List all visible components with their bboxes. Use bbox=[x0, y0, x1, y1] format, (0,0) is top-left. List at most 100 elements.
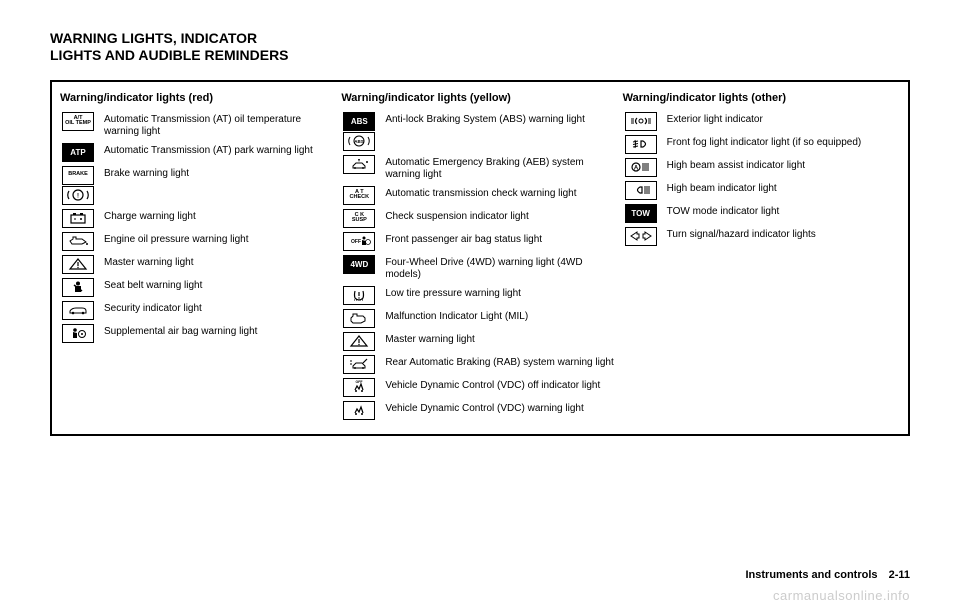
indicator-icon-cell bbox=[341, 401, 377, 420]
svg-text:OFF: OFF bbox=[356, 380, 364, 384]
indicator-row: ATP Automatic Transmission (AT) park warn… bbox=[60, 143, 337, 162]
column-yellow: Warning/indicator lights (yellow) ABSABS… bbox=[341, 92, 618, 424]
indicator-icon: ! bbox=[62, 186, 94, 205]
indicator-label: Automatic transmission check warning lig… bbox=[385, 186, 576, 201]
indicator-row: Rear Automatic Braking (RAB) system warn… bbox=[341, 355, 618, 374]
indicator-icon-cell: OFF bbox=[341, 378, 377, 397]
indicator-row: A TCHECK Automatic transmission check war… bbox=[341, 186, 618, 205]
indicator-icon bbox=[625, 112, 657, 131]
indicator-label: Low tire pressure warning light bbox=[385, 286, 521, 301]
indicator-icon-cell bbox=[341, 355, 377, 374]
indicator-icon-cell: A/TOIL TEMP bbox=[60, 112, 96, 131]
indicator-label: Master warning light bbox=[104, 255, 193, 270]
svg-text:OFF: OFF bbox=[351, 239, 361, 245]
indicator-row: Seat belt warning light bbox=[60, 278, 337, 297]
indicator-icon-cell bbox=[341, 309, 377, 328]
indicator-icon: ABS bbox=[343, 112, 375, 131]
indicator-label: Automatic Transmission (AT) oil temperat… bbox=[104, 112, 337, 139]
column-red: Warning/indicator lights (red) A/TOIL TE… bbox=[60, 92, 337, 424]
indicator-label: TOW mode indicator light bbox=[667, 204, 780, 219]
indicator-icon bbox=[343, 355, 375, 374]
indicator-icon: ABS bbox=[343, 132, 375, 151]
indicator-icon-cell bbox=[623, 135, 659, 154]
indicator-icon bbox=[62, 278, 94, 297]
indicator-icon bbox=[62, 324, 94, 343]
indicator-label: High beam indicator light bbox=[667, 181, 777, 196]
indicator-icon bbox=[62, 301, 94, 320]
page-footer: Instruments and controls 2-11 bbox=[745, 569, 910, 581]
indicator-label: Supplemental air bag warning light bbox=[104, 324, 257, 339]
indicator-row: Engine oil pressure warning light bbox=[60, 232, 337, 251]
indicator-row: Exterior light indicator bbox=[623, 112, 900, 131]
indicator-label: Brake warning light bbox=[104, 166, 189, 181]
indicator-icon bbox=[343, 332, 375, 351]
indicator-icon: C KSUSP bbox=[343, 209, 375, 228]
indicator-row: TOW TOW mode indicator light bbox=[623, 204, 900, 223]
svg-text:A: A bbox=[633, 166, 638, 172]
column-other: Warning/indicator lights (other) Exterio… bbox=[623, 92, 900, 424]
indicator-row: C KSUSP Check suspension indicator light bbox=[341, 209, 618, 228]
indicator-table: Warning/indicator lights (red) A/TOIL TE… bbox=[50, 80, 910, 436]
indicator-label: Seat belt warning light bbox=[104, 278, 202, 293]
indicator-icon-cell: A TCHECK bbox=[341, 186, 377, 205]
indicator-icon-cell bbox=[341, 155, 377, 174]
indicator-icon bbox=[343, 309, 375, 328]
indicator-row: Supplemental air bag warning light bbox=[60, 324, 337, 343]
indicator-icon: OFF bbox=[343, 378, 375, 397]
indicator-icon bbox=[62, 232, 94, 251]
column-header-yellow: Warning/indicator lights (yellow) bbox=[341, 92, 618, 104]
indicator-icon-cell bbox=[60, 209, 96, 228]
indicator-label: Check suspension indicator light bbox=[385, 209, 528, 224]
rows-red: A/TOIL TEMP Automatic Transmission (AT) o… bbox=[60, 112, 337, 343]
indicator-icon-cell bbox=[60, 324, 96, 343]
indicator-icon bbox=[625, 227, 657, 246]
indicator-icon: A bbox=[625, 158, 657, 177]
indicator-label: High beam assist indicator light bbox=[667, 158, 805, 173]
rows-yellow: ABS ABS Anti-lock Braking System (ABS) war… bbox=[341, 112, 618, 420]
indicator-icon: OFF bbox=[343, 232, 375, 251]
rows-other: Exterior light indicatorFront fog light … bbox=[623, 112, 900, 246]
indicator-row: Master warning light bbox=[341, 332, 618, 351]
indicator-row: A High beam assist indicator light bbox=[623, 158, 900, 177]
indicator-row: A/TOIL TEMP Automatic Transmission (AT) o… bbox=[60, 112, 337, 139]
indicator-icon-cell bbox=[623, 227, 659, 246]
indicator-icon-cell: 4WD bbox=[341, 255, 377, 274]
indicator-icon-cell bbox=[341, 332, 377, 351]
indicator-icon bbox=[62, 255, 94, 274]
indicator-icon-cell: OFF bbox=[341, 232, 377, 251]
indicator-icon bbox=[62, 209, 94, 228]
indicator-icon: A TCHECK bbox=[343, 186, 375, 205]
column-header-red: Warning/indicator lights (red) bbox=[60, 92, 337, 104]
indicator-icon-cell: ABS ABS bbox=[341, 112, 377, 151]
indicator-label: Vehicle Dynamic Control (VDC) warning li… bbox=[385, 401, 583, 416]
indicator-row: Turn signal/hazard indicator lights bbox=[623, 227, 900, 246]
indicator-label: Malfunction Indicator Light (MIL) bbox=[385, 309, 528, 324]
indicator-label: Master warning light bbox=[385, 332, 474, 347]
indicator-icon-cell: BRAKE! bbox=[60, 166, 96, 205]
indicator-icon bbox=[343, 286, 375, 305]
indicator-icon: ATP bbox=[62, 143, 94, 162]
indicator-icon-cell bbox=[60, 301, 96, 320]
page-heading: WARNING LIGHTS, INDICATOR LIGHTS AND AUD… bbox=[50, 30, 910, 64]
indicator-icon-cell bbox=[60, 278, 96, 297]
heading-line1: WARNING LIGHTS, INDICATOR bbox=[50, 30, 910, 47]
indicator-icon-cell: C KSUSP bbox=[341, 209, 377, 228]
indicator-label: Vehicle Dynamic Control (VDC) off indica… bbox=[385, 378, 600, 393]
indicator-icon bbox=[625, 135, 657, 154]
indicator-icon-cell bbox=[341, 286, 377, 305]
indicator-icon-cell bbox=[60, 232, 96, 251]
svg-text:ABS: ABS bbox=[355, 139, 365, 144]
indicator-icon: TOW bbox=[625, 204, 657, 223]
indicator-label: Anti-lock Braking System (ABS) warning l… bbox=[385, 112, 585, 127]
indicator-icon: A/TOIL TEMP bbox=[62, 112, 94, 131]
indicator-label: Automatic Transmission (AT) park warning… bbox=[104, 143, 313, 158]
indicator-row: High beam indicator light bbox=[623, 181, 900, 200]
indicator-row: OFFFront passenger air bag status light bbox=[341, 232, 618, 251]
indicator-label: Security indicator light bbox=[104, 301, 202, 316]
indicator-label: Turn signal/hazard indicator lights bbox=[667, 227, 816, 242]
indicator-icon-cell: ATP bbox=[60, 143, 96, 162]
indicator-label: Four-Wheel Drive (4WD) warning light (4W… bbox=[385, 255, 618, 282]
indicator-row: Vehicle Dynamic Control (VDC) warning li… bbox=[341, 401, 618, 420]
svg-text:!: ! bbox=[77, 194, 79, 200]
indicator-icon-cell bbox=[623, 112, 659, 131]
